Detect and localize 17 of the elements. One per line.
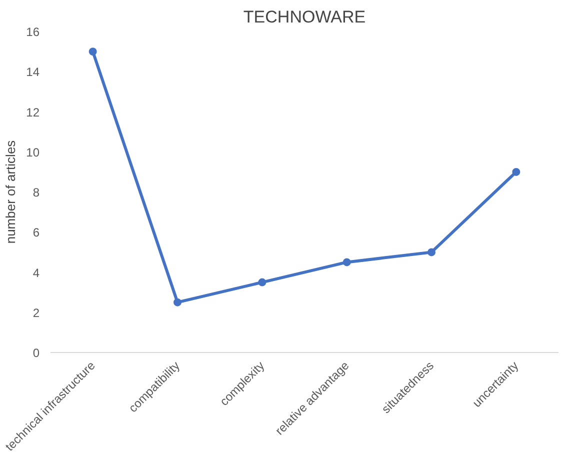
y-tick-label: 8 bbox=[32, 186, 40, 200]
point bbox=[428, 248, 436, 256]
y-tick-label: 2 bbox=[32, 306, 40, 320]
y-tick-label: 0 bbox=[32, 346, 40, 360]
point bbox=[512, 168, 520, 176]
y-axis-title: number of articles bbox=[3, 140, 18, 244]
y-tick-label: 10 bbox=[26, 145, 40, 160]
point bbox=[174, 298, 182, 306]
point bbox=[258, 278, 266, 286]
point bbox=[342, 258, 351, 266]
y-tick-label: 14 bbox=[26, 65, 40, 80]
y-tick-label: 16 bbox=[26, 25, 40, 39]
y-tick-label: 4 bbox=[32, 266, 40, 280]
y-tick-label: 6 bbox=[32, 226, 40, 240]
y-tick-label: 12 bbox=[26, 105, 40, 120]
chart-title: TECHNOWARE bbox=[243, 8, 366, 26]
point bbox=[88, 48, 97, 56]
